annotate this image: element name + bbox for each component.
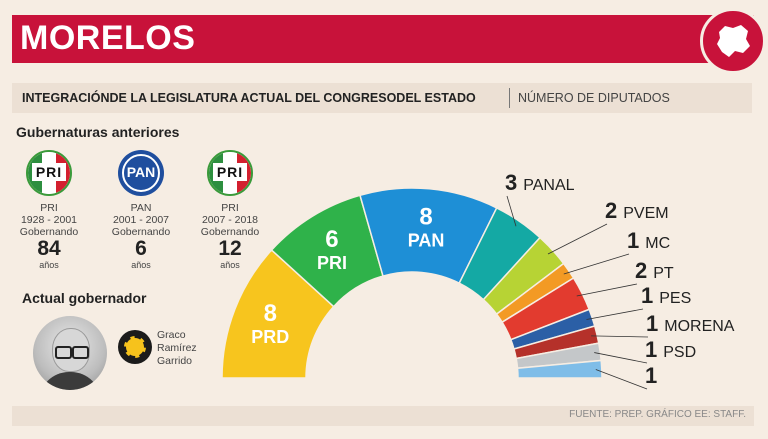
data-label-party: PANAL [523, 177, 574, 194]
current-governor-name: Graco Ramírez Garrido [157, 329, 197, 367]
data-label-value: 8 [264, 300, 277, 327]
data-label-value: 1 [641, 283, 653, 308]
leader-line [547, 223, 608, 255]
leader-line [586, 308, 644, 320]
data-label-party: PVEM [623, 205, 668, 222]
governor-period: 2001 - 2007 [112, 214, 170, 226]
governor-party: PAN [130, 202, 152, 214]
data-label: 1 [645, 363, 657, 388]
governor-status: Gobernando [111, 226, 171, 238]
title-banner: MORELOS [12, 15, 754, 63]
leader-line [591, 335, 649, 338]
page-title: MORELOS [20, 19, 196, 57]
governor-photo [33, 316, 107, 390]
governor-years-unit: años [220, 260, 240, 270]
governor-years: 84 [37, 237, 61, 260]
leader-line [506, 195, 517, 227]
data-label-value: 1 [645, 363, 657, 388]
data-label: 1 MORENA [646, 311, 735, 336]
source-credit: FUENTE: PREP. GRÁFICO EE: STAFF. [569, 409, 746, 420]
data-label-party: PRI [317, 253, 347, 273]
data-label: 3 PANAL [505, 170, 575, 195]
data-label-party: PSD [663, 344, 696, 361]
data-label-party: MC [645, 235, 670, 252]
data-label-value: 2 [635, 258, 647, 283]
data-label-value: 8 [419, 204, 432, 231]
data-label-value: 6 [325, 226, 338, 253]
source-bar: FUENTE: PREP. GRÁFICO EE: STAFF. [12, 406, 754, 426]
state-map-icon [700, 8, 766, 74]
governor-period: 2007 - 2018 [201, 214, 259, 226]
chart-unit-label: NÚMERO DE DIPUTADOS [518, 91, 670, 105]
governor-status: Gobernando [19, 226, 79, 238]
data-label-value: 1 [645, 337, 657, 362]
chart-subtitle: INTEGRACIÓNDE LA LEGISLATURA ACTUAL DEL … [22, 91, 476, 105]
data-label-party: MORENA [664, 318, 735, 335]
governor-years-unit: años [39, 260, 59, 270]
governor-years-unit: años [131, 260, 151, 270]
leader-line [594, 352, 648, 364]
data-label-value: 1 [646, 311, 658, 336]
data-label-party: PES [659, 290, 691, 307]
governor-card-pan: PAN PAN 2001 - 2007 Gobernando 6 años [106, 150, 176, 270]
leader-line [595, 369, 648, 390]
subtitle-bar: INTEGRACIÓNDE LA LEGISLATURA ACTUAL DEL … [12, 83, 752, 113]
data-label-value: 3 [505, 170, 517, 195]
governor-period: 1928 - 2001 [20, 214, 78, 226]
pan-logo-icon: PAN [118, 150, 164, 196]
governor-years: 12 [218, 237, 242, 260]
data-label-party: PRD [251, 327, 289, 347]
prd-sun-icon [118, 330, 152, 364]
data-label-party: PAN [408, 231, 445, 251]
data-label-value: 2 [605, 198, 617, 223]
current-governor-heading: Actual gobernador [22, 290, 147, 306]
subtitle-divider [509, 88, 510, 108]
slice-other [516, 359, 603, 379]
data-label-party: PT [653, 265, 674, 282]
pri-logo-icon: PRI [26, 150, 72, 196]
pri-logo-icon: PRI [207, 150, 253, 196]
leader-line [576, 283, 638, 297]
governor-party: PRI [221, 202, 239, 214]
data-label: 2 PVEM [605, 198, 669, 223]
data-label: 2 PT [635, 258, 674, 283]
governor-years: 6 [135, 237, 147, 260]
data-label-value: 1 [627, 228, 639, 253]
previous-governors-heading: Gubernaturas anteriores [16, 124, 180, 140]
data-label: 1 MC [627, 228, 670, 253]
governor-card-pri-2: PRI PRI 2007 - 2018 Gobernando 12 años [195, 150, 265, 270]
governor-status: Gobernando [200, 226, 260, 238]
leader-line [563, 253, 630, 275]
data-label: 1 PSD [645, 337, 696, 362]
governor-card-pri-1: PRI PRI 1928 - 2001 Gobernando 84 años [14, 150, 84, 270]
data-label: 1 PES [641, 283, 691, 308]
governor-party: PRI [40, 202, 58, 214]
